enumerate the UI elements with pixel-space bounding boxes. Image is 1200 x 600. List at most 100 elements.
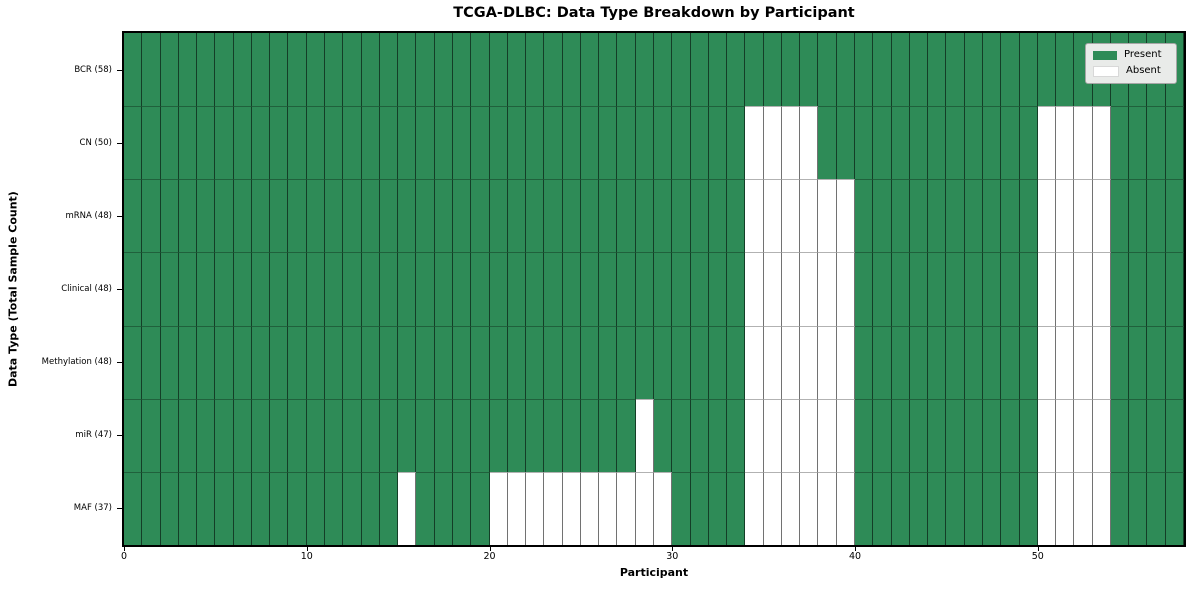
- heatmap-cell: [471, 33, 490, 107]
- heatmap-cell: [507, 179, 527, 253]
- y-tick-mark: [117, 508, 122, 510]
- y-tick-mark: [117, 289, 122, 290]
- heatmap-cell: [288, 252, 307, 326]
- x-tick-label: 40: [848, 551, 862, 562]
- heatmap-cell: [233, 325, 252, 399]
- heatmap-cell: [544, 106, 563, 180]
- heatmap-cell: [836, 33, 856, 107]
- heatmap-cell: [653, 33, 673, 107]
- heatmap-cell: [617, 252, 636, 326]
- heatmap-cell: [233, 471, 252, 545]
- heatmap-cell: [836, 252, 856, 326]
- heatmap-cell: [800, 33, 819, 107]
- heatmap-cell: [215, 33, 234, 107]
- heatmap-cell: [1074, 398, 1093, 472]
- heatmap-cell: [124, 33, 143, 107]
- heatmap-plot: [122, 31, 1186, 547]
- heatmap-cell: [580, 179, 600, 253]
- heatmap-cell: [1037, 398, 1057, 472]
- heatmap-cell: [215, 398, 234, 472]
- heatmap-cell: [489, 325, 508, 399]
- heatmap-cell: [1129, 471, 1148, 545]
- heatmap-cell: [325, 106, 344, 180]
- heatmap-cell: [1001, 179, 1020, 253]
- heatmap-cell: [763, 325, 782, 399]
- heatmap-cell: [1165, 106, 1184, 180]
- y-tick-label: BCR (58): [74, 64, 112, 75]
- heatmap-cell: [379, 33, 399, 107]
- y-tick-mark: [117, 215, 122, 217]
- heatmap-cell: [727, 471, 746, 545]
- heatmap-cell: [489, 252, 508, 326]
- heatmap-cell: [270, 33, 289, 107]
- heatmap-cell: [690, 325, 709, 399]
- heatmap-cell: [361, 106, 380, 180]
- heatmap-cell: [982, 471, 1002, 545]
- x-tick-label: 20: [483, 551, 496, 562]
- heatmap-cell: [398, 471, 417, 545]
- heatmap-cell: [836, 398, 856, 472]
- heatmap-cell: [1001, 325, 1020, 399]
- heatmap-cell: [653, 106, 673, 180]
- heatmap-cell: [617, 33, 636, 107]
- heatmap-cell: [855, 106, 874, 180]
- x-tick-mark: [855, 547, 857, 551]
- heatmap-cell: [361, 179, 380, 253]
- heatmap-cell: [745, 106, 764, 180]
- heatmap-cell: [434, 252, 453, 326]
- heatmap-cell: [1037, 252, 1057, 326]
- heatmap-cell: [379, 398, 399, 472]
- heatmap-cell: [599, 252, 618, 326]
- heatmap-cell: [599, 471, 618, 545]
- heatmap-cell: [781, 471, 801, 545]
- heatmap-cell: [526, 179, 545, 253]
- heatmap-cell: [215, 471, 234, 545]
- heatmap-cell: [471, 398, 490, 472]
- heatmap-cell: [1037, 179, 1057, 253]
- heatmap-cell: [325, 252, 344, 326]
- heatmap-cell: [946, 106, 965, 180]
- heatmap-cell: [873, 106, 892, 180]
- heatmap-cell: [343, 106, 362, 180]
- heatmap-cell: [1056, 325, 1075, 399]
- heatmap-cell: [855, 398, 874, 472]
- heatmap-cell: [708, 252, 728, 326]
- heatmap-cell: [909, 179, 929, 253]
- heatmap-cell: [836, 106, 856, 180]
- heatmap-cell: [909, 106, 929, 180]
- chart-title: TCGA-DLBC: Data Type Breakdown by Partic…: [453, 5, 855, 21]
- heatmap-cell: [763, 398, 782, 472]
- heatmap-cell: [690, 252, 709, 326]
- heatmap-cell: [343, 179, 362, 253]
- heatmap-cell: [452, 471, 472, 545]
- heatmap-cell: [1001, 471, 1020, 545]
- heatmap-cell: [489, 33, 508, 107]
- heatmap-cell: [1092, 325, 1111, 399]
- heatmap-cell: [489, 471, 508, 545]
- heatmap-cell: [142, 179, 161, 253]
- heatmap-cell: [160, 33, 179, 107]
- heatmap-cell: [818, 325, 837, 399]
- heatmap-cell: [178, 33, 198, 107]
- heatmap-cell: [160, 179, 179, 253]
- heatmap-cell: [818, 106, 837, 180]
- heatmap-cell: [270, 325, 289, 399]
- heatmap-cell: [836, 471, 856, 545]
- heatmap-cell: [891, 33, 910, 107]
- heatmap-cell: [416, 252, 435, 326]
- heatmap-cell: [1056, 398, 1075, 472]
- heatmap-cell: [1129, 398, 1148, 472]
- heatmap-cell: [727, 106, 746, 180]
- heatmap-cell: [124, 325, 143, 399]
- heatmap-cell: [379, 106, 399, 180]
- heatmap-cell: [1092, 471, 1111, 545]
- heatmap-cell: [1074, 471, 1093, 545]
- heatmap-cell: [544, 179, 563, 253]
- heatmap-cell: [599, 398, 618, 472]
- heatmap-cell: [1056, 471, 1075, 545]
- heatmap-cell: [471, 252, 490, 326]
- heatmap-cell: [708, 106, 728, 180]
- heatmap-cell: [818, 471, 837, 545]
- heatmap-cell: [178, 325, 198, 399]
- heatmap-cell: [781, 398, 801, 472]
